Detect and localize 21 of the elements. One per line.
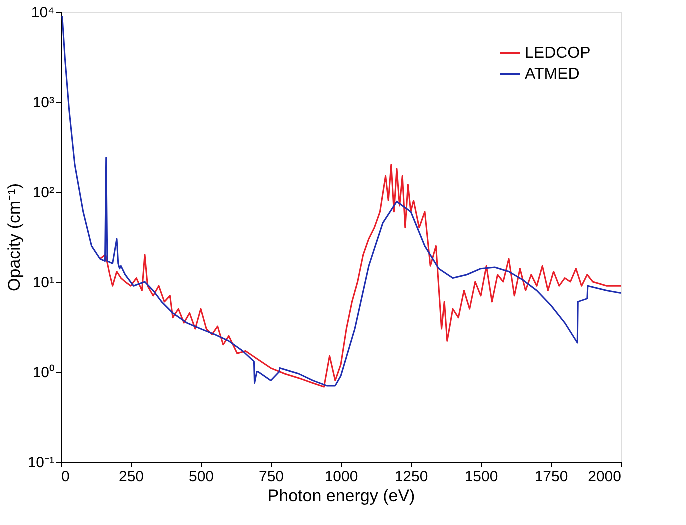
x-axis-title: Photon energy (eV) bbox=[268, 486, 416, 506]
y-axis-title: Opacity (cm⁻¹) bbox=[4, 184, 24, 292]
x-tick-label: 1000 bbox=[324, 468, 358, 486]
x-tick-label: 1250 bbox=[394, 468, 428, 486]
line-series bbox=[99, 164, 621, 388]
y-tick-label: 10³ bbox=[32, 94, 54, 112]
x-tick-label: 250 bbox=[118, 468, 144, 486]
y-tick-label: 10¹ bbox=[32, 274, 54, 292]
x-tick-label: 2000 bbox=[588, 468, 622, 486]
y-tick-label: 10² bbox=[32, 184, 54, 202]
y-tick-label: 10⁰ bbox=[32, 364, 54, 382]
x-tick-label: 750 bbox=[258, 468, 284, 486]
x-tick-label: 500 bbox=[188, 468, 214, 486]
x-tick-label: 1750 bbox=[534, 468, 568, 486]
y-tick-label: 10⁻¹ bbox=[28, 454, 54, 472]
line-series bbox=[62, 15, 621, 387]
x-tick-label: 0 bbox=[62, 468, 70, 486]
x-tick-label: 1500 bbox=[464, 468, 498, 486]
legend-label: ATMED bbox=[525, 66, 580, 83]
y-tick-label: 10⁴ bbox=[31, 4, 54, 22]
legend-label: LEDCOP bbox=[525, 45, 591, 62]
